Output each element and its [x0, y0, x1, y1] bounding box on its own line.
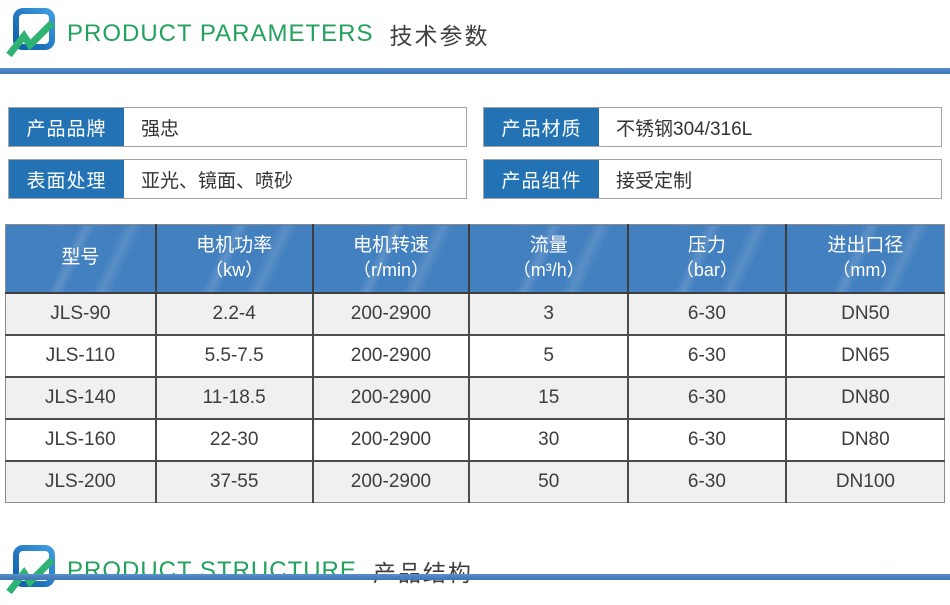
table-cell: 30 [468, 418, 630, 462]
spec-field-material: 产品材质 不锈钢304/316L [483, 107, 942, 147]
spec-value: 亚光、镜面、喷砂 [141, 170, 294, 192]
page-title-en: PRODUCT PARAMETERS [67, 20, 374, 47]
logo-icon [6, 8, 55, 58]
spec-field-surface: 表面处理 亚光、镜面、喷砂 [8, 159, 467, 199]
page-title-zh: 技术参数 [389, 23, 490, 49]
column-header-motor-power: 电机功率 （kw） [155, 224, 314, 294]
table-header-row: 型号 电机功率 （kw） 电机转速 （r/min） 流量 （m³/h） 压力 （bar）… [4, 224, 945, 294]
column-header-port-diameter: 进出口径 （mm） [785, 224, 945, 294]
column-header-pressure: 压力 （bar） [628, 224, 787, 294]
spec-label: 表面处理 [9, 160, 124, 198]
table-cell: 50 [468, 460, 630, 503]
table-row: JLS-200 37-55 200-2900 50 6-30 DN100 [4, 460, 945, 503]
table-row: JLS-140 11-18.5 200-2900 15 6-30 DN80 [4, 376, 945, 420]
table-row: JLS-90 2.2-4 200-2900 3 6-30 DN50 [4, 292, 945, 336]
structure-title-en: PRODUCT STRUCTURE [67, 557, 357, 584]
table-cell: 11-18.5 [154, 376, 314, 420]
table-cell-model: JLS-90 [4, 292, 157, 336]
column-header-flow: 流量 （m³/h） [469, 224, 630, 294]
table-cell: DN100 [784, 460, 945, 503]
table-cell: 15 [468, 376, 630, 420]
table-cell-model: JLS-200 [4, 460, 157, 503]
table-cell: DN50 [784, 292, 945, 336]
table-cell: 6-30 [627, 292, 787, 336]
table-cell-model: JLS-140 [4, 376, 157, 420]
column-header-motor-speed: 电机转速 （r/min） [312, 224, 471, 294]
table-cell: 6-30 [627, 418, 787, 462]
section-header-parameters: PRODUCT PARAMETERS 技术参数 [0, 0, 950, 68]
table-cell: 200-2900 [311, 376, 471, 420]
table-cell: 6-30 [627, 376, 787, 420]
table-cell: DN80 [784, 418, 945, 462]
logo-icon [6, 545, 55, 595]
parameters-table: 型号 电机功率 （kw） 电机转速 （r/min） 流量 （m³/h） 压力 （bar）… [4, 224, 945, 503]
structure-title-zh: 产品结构 [372, 560, 473, 586]
table-cell-model: JLS-160 [4, 418, 157, 462]
table-cell: 37-55 [154, 460, 314, 503]
spec-field-brand: 产品品牌 强忠 [8, 107, 467, 147]
table-cell: 200-2900 [311, 460, 471, 503]
table-cell: 200-2900 [311, 292, 471, 336]
table-cell: 200-2900 [311, 334, 471, 378]
header-divider [0, 68, 950, 74]
column-header-model: 型号 [4, 224, 157, 294]
table-cell-model: JLS-110 [4, 334, 157, 378]
spec-fields: 产品品牌 强忠 产品材质 不锈钢304/316L 表面处理 亚光、镜面、喷砂 产… [8, 107, 942, 199]
table-cell: 3 [468, 292, 630, 336]
table-row: JLS-110 5.5-7.5 200-2900 5 6-30 DN65 [4, 334, 945, 378]
table-cell: 5 [468, 334, 630, 378]
spec-value: 不锈钢304/316L [616, 118, 753, 140]
section-header-structure: PRODUCT STRUCTURE 产品结构 [0, 537, 950, 605]
table-cell: 22-30 [154, 418, 314, 462]
footer-divider [0, 574, 950, 580]
spec-value: 强忠 [141, 118, 180, 140]
table-cell: 6-30 [627, 460, 787, 503]
table-cell: 6-30 [627, 334, 787, 378]
spec-label: 产品组件 [484, 160, 599, 198]
table-cell: DN65 [784, 334, 945, 378]
table-row: JLS-160 22-30 200-2900 30 6-30 DN80 [4, 418, 945, 462]
table-cell: 2.2-4 [154, 292, 314, 336]
spec-label: 产品品牌 [9, 108, 124, 146]
spec-value: 接受定制 [616, 170, 693, 192]
table-cell: DN80 [784, 376, 945, 420]
table-cell: 5.5-7.5 [154, 334, 314, 378]
table-cell: 200-2900 [311, 418, 471, 462]
spec-field-component: 产品组件 接受定制 [483, 159, 942, 199]
spec-label: 产品材质 [484, 108, 599, 146]
